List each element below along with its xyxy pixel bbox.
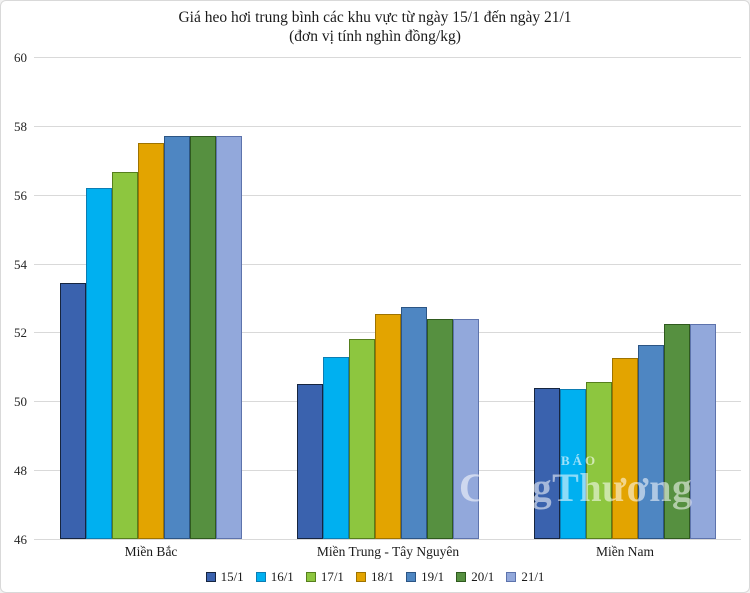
y-tick-label-46: 46 bbox=[14, 532, 27, 547]
chart-title-block: Giá heo hơi trung bình các khu vực từ ng… bbox=[1, 8, 749, 46]
bar-19-1-mien-trung-tay-nguyen bbox=[401, 306, 427, 539]
y-tick-label-60: 60 bbox=[14, 50, 27, 65]
bar-20-1-mien-nam bbox=[664, 323, 690, 539]
legend-label: 21/1 bbox=[521, 569, 545, 584]
legend-item-18-1: 18/1 bbox=[355, 569, 395, 584]
category-label-mien-trung-tay-nguyen: Miền Trung - Tây Nguyên bbox=[316, 544, 460, 559]
chart-subtitle: (đơn vị tính nghìn đồng/kg) bbox=[289, 28, 461, 45]
bar-15-1-mien-trung-tay-nguyen bbox=[297, 384, 323, 539]
bar-20-1-mien-trung-tay-nguyen bbox=[427, 318, 453, 539]
legend-label: 17/1 bbox=[320, 569, 344, 584]
y-tick-label-48: 48 bbox=[14, 463, 27, 478]
category-label-mien-bac: Miền Bắc bbox=[124, 544, 178, 559]
gridline-60 bbox=[34, 57, 741, 58]
bar-18-1-mien-trung-tay-nguyen bbox=[375, 313, 401, 539]
bar-21-1-mien-nam bbox=[690, 323, 716, 539]
legend-label: 19/1 bbox=[421, 569, 445, 584]
legend-label: 18/1 bbox=[370, 569, 395, 584]
bar-15-1-mien-nam bbox=[534, 387, 560, 539]
gridline-58 bbox=[34, 126, 741, 127]
legend-item-15-1: 15/1 bbox=[205, 569, 244, 584]
bar-17-1-mien-trung-tay-nguyen bbox=[349, 339, 375, 539]
bar-17-1-mien-bac bbox=[112, 172, 138, 539]
legend-swatch-icon bbox=[355, 571, 366, 582]
y-tick-label-52: 52 bbox=[14, 325, 27, 340]
bar-17-1-mien-nam bbox=[586, 382, 612, 539]
legend-label: 20/1 bbox=[471, 569, 495, 584]
category-label-mien-nam: Miền Nam bbox=[595, 544, 655, 559]
bar-20-1-mien-bac bbox=[190, 136, 216, 539]
bar-21-1-mien-trung-tay-nguyen bbox=[453, 318, 479, 539]
bar-16-1-mien-trung-tay-nguyen bbox=[323, 356, 349, 539]
legend-swatch-icon bbox=[506, 571, 517, 582]
legend-item-16-1: 16/1 bbox=[255, 569, 294, 584]
y-tick-label-58: 58 bbox=[14, 119, 27, 134]
legend-swatch-icon bbox=[305, 571, 316, 582]
bar-19-1-mien-bac bbox=[164, 136, 190, 539]
gridline-56 bbox=[34, 195, 741, 196]
legend-label: 16/1 bbox=[270, 569, 294, 584]
legend-swatch-icon bbox=[205, 571, 216, 582]
bar-16-1-mien-nam bbox=[560, 389, 586, 539]
gridline-54 bbox=[34, 264, 741, 265]
bar-16-1-mien-bac bbox=[86, 187, 112, 539]
legend-item-20-1: 20/1 bbox=[456, 570, 494, 583]
legend-swatch-icon bbox=[406, 571, 417, 582]
chart-title: Giá heo hơi trung bình các khu vực từ ng… bbox=[178, 9, 572, 26]
y-tick-label-50: 50 bbox=[14, 394, 27, 409]
legend-item-21-1: 21/1 bbox=[506, 570, 544, 583]
bar-21-1-mien-bac bbox=[216, 136, 242, 539]
legend-item-17-1: 17/1 bbox=[305, 569, 344, 584]
y-tick-label-54: 54 bbox=[14, 257, 27, 272]
y-tick-label-56: 56 bbox=[14, 188, 27, 203]
gridline-46 bbox=[34, 539, 741, 540]
bar-19-1-mien-nam bbox=[638, 344, 664, 539]
legend-swatch-icon bbox=[255, 571, 266, 582]
bar-15-1-mien-bac bbox=[60, 282, 86, 539]
bar-18-1-mien-nam bbox=[612, 358, 638, 540]
legend: 15/1 16/1 17/1 18/1 19/1 20/1 21/1 bbox=[1, 570, 749, 583]
legend-swatch-icon bbox=[456, 571, 467, 582]
bar-18-1-mien-bac bbox=[138, 143, 164, 539]
legend-label: 15/1 bbox=[220, 569, 244, 584]
legend-item-19-1: 19/1 bbox=[406, 570, 444, 583]
